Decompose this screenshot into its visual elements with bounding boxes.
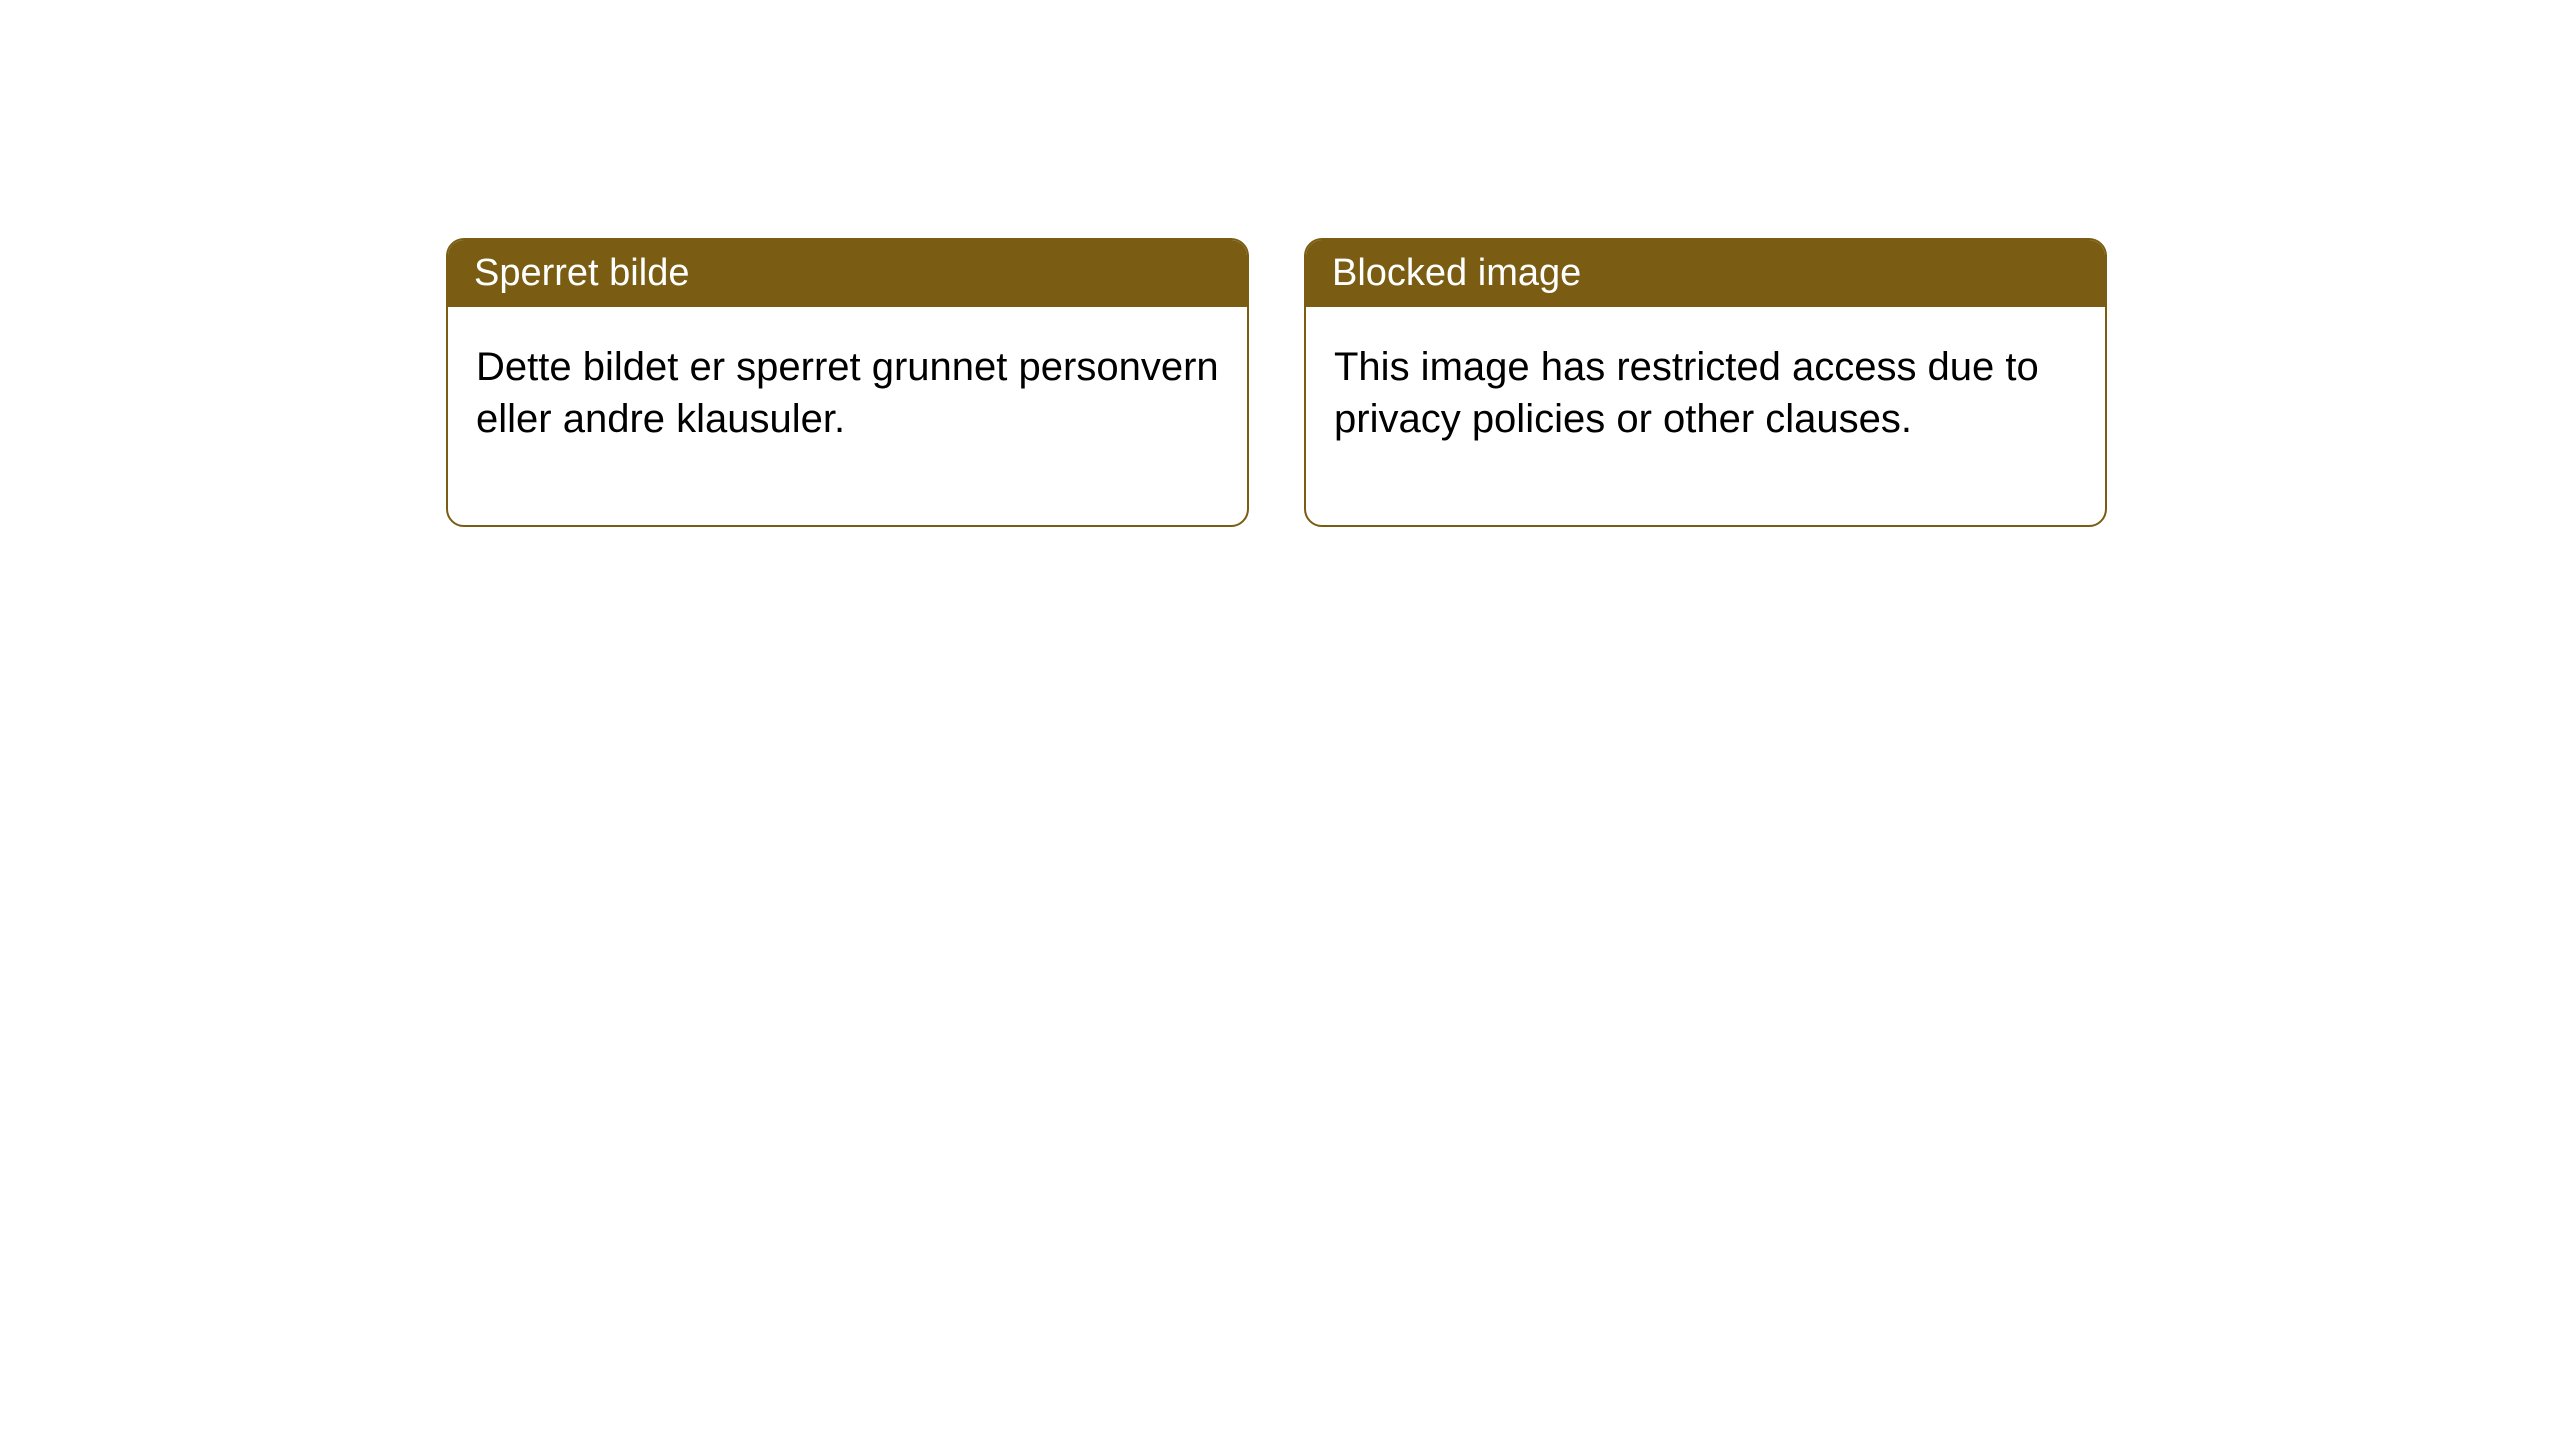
card-header: Blocked image <box>1306 240 2105 307</box>
card-title: Sperret bilde <box>474 252 689 294</box>
card-title: Blocked image <box>1332 252 1581 294</box>
card-body-text: This image has restricted access due to … <box>1334 345 2039 441</box>
notice-container: Sperret bilde Dette bildet er sperret gr… <box>446 238 2107 527</box>
card-body-text: Dette bildet er sperret grunnet personve… <box>476 345 1219 441</box>
notice-card-english: Blocked image This image has restricted … <box>1304 238 2107 527</box>
card-header: Sperret bilde <box>448 240 1247 307</box>
card-body: Dette bildet er sperret grunnet personve… <box>448 307 1247 525</box>
notice-card-norwegian: Sperret bilde Dette bildet er sperret gr… <box>446 238 1249 527</box>
card-body: This image has restricted access due to … <box>1306 307 2105 525</box>
